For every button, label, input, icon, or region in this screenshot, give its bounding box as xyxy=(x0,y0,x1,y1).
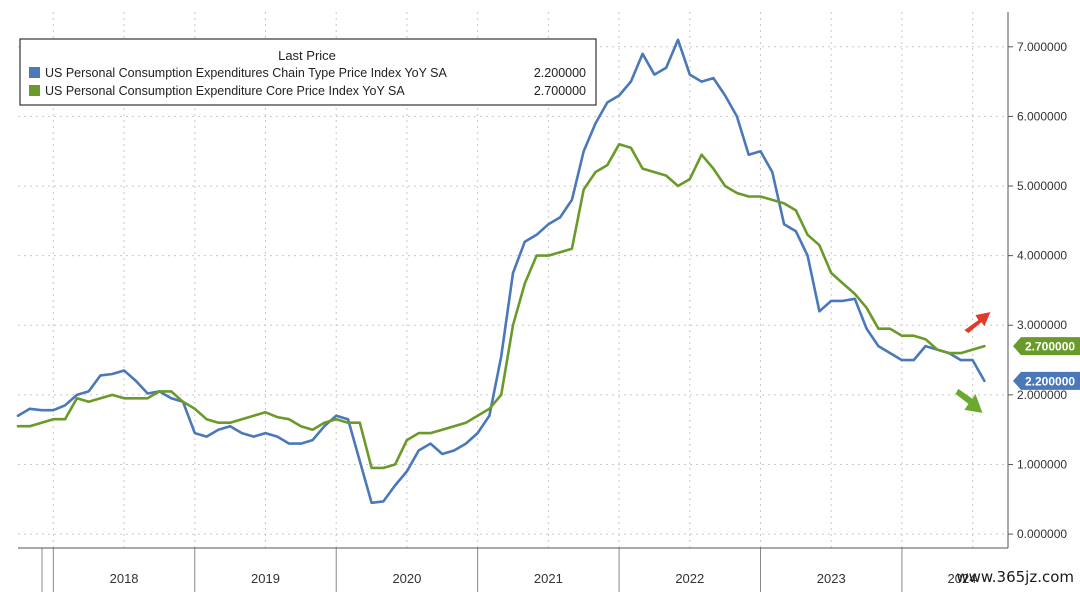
watermark: www.365jz.com xyxy=(956,568,1074,586)
x-year-label: 2019 xyxy=(251,571,280,586)
legend-value-headline: 2.200000 xyxy=(534,66,586,80)
last-value-tag-headline: 2.200000 xyxy=(1013,371,1080,390)
x-year-label: 2022 xyxy=(675,571,704,586)
legend-label-headline: US Personal Consumption Expenditures Cha… xyxy=(45,66,448,80)
y-tick-label: 4.000000 xyxy=(1017,249,1067,263)
x-year-label: 2018 xyxy=(110,571,139,586)
legend-label-core: US Personal Consumption Expenditure Core… xyxy=(45,84,405,98)
trend-arrows xyxy=(955,312,991,413)
last-value-tag-text: 2.700000 xyxy=(1025,340,1075,354)
y-tick-label: 6.000000 xyxy=(1017,109,1067,123)
legend-title: Last Price xyxy=(278,48,336,63)
series-lines xyxy=(16,38,986,505)
x-year-label: 2024 xyxy=(948,571,977,586)
y-tick-label: 3.000000 xyxy=(1017,318,1067,332)
last-value-tag-text: 2.200000 xyxy=(1025,374,1075,388)
x-year-label: 2020 xyxy=(392,571,421,586)
legend: Last Price US Personal Consumption Expen… xyxy=(19,38,597,106)
axes xyxy=(18,12,1013,592)
series-line-headline xyxy=(16,38,986,505)
y-tick-label: 2.000000 xyxy=(1017,388,1067,402)
y-tick-label: 7.000000 xyxy=(1017,40,1067,54)
legend-swatch-core xyxy=(29,85,40,96)
last-value-tags: 2.200000 2.700000 xyxy=(1013,337,1080,390)
y-tick-label: 5.000000 xyxy=(1017,179,1067,193)
legend-box xyxy=(19,38,597,106)
y-tick-labels: 0.000000 1.000000 2.000000 3.000000 4.000000… xyxy=(1017,40,1067,541)
up-arrow-icon xyxy=(964,312,991,334)
series-line-core xyxy=(16,143,986,470)
x-year-label: 2023 xyxy=(817,571,846,586)
year-labels: 2018 2019 2020 2021 2022 2023 2024 xyxy=(110,571,977,586)
x-year-label: 2021 xyxy=(534,571,563,586)
legend-value-core: 2.700000 xyxy=(534,84,586,98)
legend-swatch-headline xyxy=(29,67,40,78)
last-value-tag-core: 2.700000 xyxy=(1013,337,1080,356)
y-tick-label: 0.000000 xyxy=(1017,527,1067,541)
down-arrow-icon xyxy=(955,388,983,413)
y-tick-label: 1.000000 xyxy=(1017,457,1067,471)
